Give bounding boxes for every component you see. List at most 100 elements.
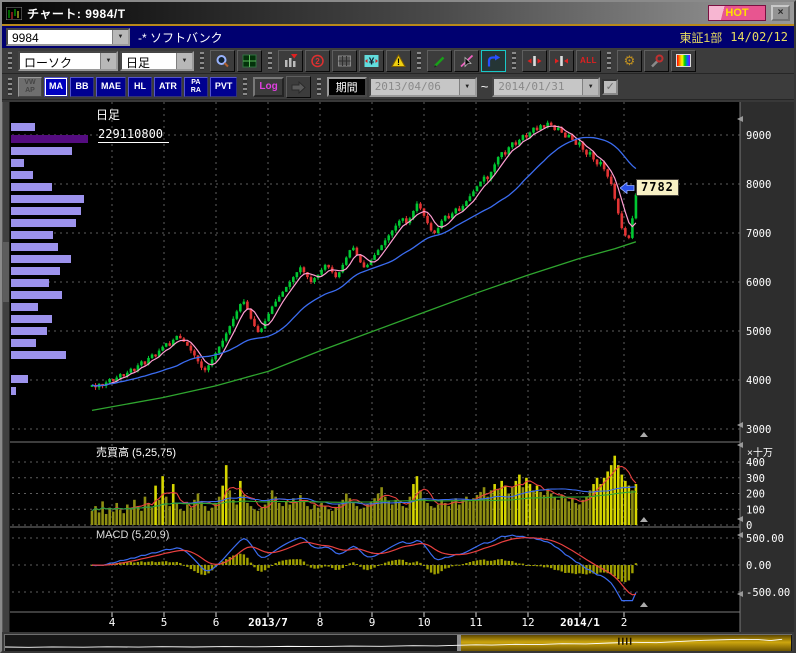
- app-icon: [6, 6, 22, 20]
- svg-text:2013/7: 2013/7: [248, 616, 288, 629]
- toolbar-gripper[interactable]: [417, 51, 421, 70]
- chart-canvas[interactable]: 4 5 6 2013/7 8 9 10 11 12 2014/1 2 9000 8000 7000 6000…: [10, 102, 796, 632]
- yen-button[interactable]: ¥: [359, 49, 384, 72]
- svg-text:2: 2: [621, 616, 628, 629]
- svg-text:-500.00: -500.00: [746, 587, 790, 599]
- timeframe-combobox[interactable]: 日足: [120, 50, 194, 71]
- window-2-icon: 2: [311, 54, 324, 67]
- expand-bars-button[interactable]: [522, 49, 547, 72]
- date-from-value[interactable]: 2013/04/06: [370, 78, 459, 95]
- toolbar-gripper[interactable]: [243, 77, 248, 96]
- toolbar-gripper[interactable]: [200, 51, 204, 70]
- date-from-combobox[interactable]: 2013/04/06: [368, 76, 477, 97]
- indicator-mae-button[interactable]: MAE: [96, 76, 126, 97]
- zoom-button[interactable]: [210, 49, 235, 72]
- range-tilde: ~: [480, 79, 489, 94]
- svg-text:2: 2: [315, 57, 320, 66]
- grid-button[interactable]: [332, 49, 357, 72]
- svg-text:6000: 6000: [746, 277, 771, 289]
- toolbar-gripper[interactable]: [512, 51, 516, 70]
- gear-icon: ⚙: [623, 53, 636, 68]
- svg-text:6: 6: [213, 616, 220, 629]
- svg-text:300: 300: [746, 473, 765, 485]
- jump-arrow-icon: [291, 80, 306, 94]
- svg-text:0.00: 0.00: [746, 560, 771, 572]
- dropdown-arrow-icon[interactable]: [176, 52, 192, 69]
- toolbar-gripper[interactable]: [8, 77, 12, 96]
- svg-text:8: 8: [317, 616, 324, 629]
- svg-text:7000: 7000: [746, 228, 771, 240]
- para-line1: PA: [191, 79, 201, 86]
- crosshair-icon: [242, 54, 257, 67]
- svg-text:0: 0: [746, 520, 752, 532]
- scrollbar-thumb-edge[interactable]: [456, 635, 461, 651]
- dropdown-arrow-icon[interactable]: [582, 78, 599, 95]
- close-button[interactable]: ×: [771, 5, 790, 21]
- indicator-vwap-button[interactable]: VW AP: [18, 76, 42, 97]
- svg-text:500.00: 500.00: [746, 533, 784, 545]
- capture-button[interactable]: [278, 49, 303, 72]
- title-bar[interactable]: チャート: 9984/T HOT ×: [2, 2, 794, 24]
- show-all-button[interactable]: ALL: [576, 49, 601, 72]
- svg-text:200: 200: [746, 489, 765, 501]
- date-to-combobox[interactable]: 2014/01/31: [492, 76, 601, 97]
- yen-icon: ¥: [364, 54, 379, 67]
- window-2-button[interactable]: 2: [305, 49, 330, 72]
- settings-button[interactable]: ⚙: [617, 49, 642, 72]
- draw-button[interactable]: [427, 49, 452, 72]
- indicator-para-button[interactable]: PA RA: [183, 76, 208, 97]
- tools-button[interactable]: [644, 49, 669, 72]
- toolbar-gripper[interactable]: [316, 77, 321, 96]
- trendline-button[interactable]: [454, 49, 479, 72]
- alert-button[interactable]: !: [386, 49, 411, 72]
- period-button[interactable]: 期間: [326, 76, 367, 97]
- date-to-value[interactable]: 2014/01/31: [494, 78, 583, 95]
- range-checkbox[interactable]: [602, 78, 619, 95]
- svg-text:3000: 3000: [746, 424, 771, 436]
- log-scale-button[interactable]: Log: [253, 76, 284, 97]
- chart-type-combobox[interactable]: ローソク: [18, 50, 118, 71]
- timeframe-value[interactable]: 日足: [126, 55, 151, 70]
- dropdown-arrow-icon[interactable]: [100, 52, 116, 69]
- zoom-icon: [216, 54, 229, 67]
- history-scrollbar[interactable]: [4, 634, 792, 651]
- pencil-icon: [434, 56, 445, 67]
- chart-area: 4 5 6 2013/7 8 9 10 11 12 2014/1 2 9000 8000 7000 6000…: [2, 100, 794, 634]
- svg-text:4000: 4000: [746, 375, 771, 387]
- symbol-value[interactable]: 9984: [12, 31, 39, 45]
- quote-date: 14/02/12: [730, 30, 788, 44]
- macd-panel-label: MACD (5,20,9): [96, 529, 170, 541]
- dropdown-arrow-icon[interactable]: [112, 30, 128, 44]
- left-scrollbar-thumb[interactable]: [3, 242, 9, 302]
- svg-text:5000: 5000: [746, 326, 771, 338]
- crosshair-button[interactable]: [237, 49, 262, 72]
- indicator-toolbar: VW AP MA BB MAE HL ATR PA RA PVT Log 期間 …: [2, 74, 794, 100]
- undo-button[interactable]: [481, 49, 506, 72]
- toolbar-gripper[interactable]: [607, 51, 611, 70]
- stock-name: -* ソフトバンク: [138, 30, 223, 45]
- chart-type-value[interactable]: ローソク: [24, 55, 73, 70]
- indicator-atr-button[interactable]: ATR: [154, 76, 182, 97]
- all-label: ALL: [579, 56, 598, 65]
- indicator-pvt-button[interactable]: PVT: [209, 76, 238, 97]
- compress-bars-button[interactable]: [549, 49, 574, 72]
- indicator-ma-button[interactable]: MA: [44, 76, 68, 97]
- svg-text:8000: 8000: [746, 179, 771, 191]
- toolbar-gripper[interactable]: [268, 51, 272, 70]
- svg-text:12: 12: [521, 616, 534, 629]
- left-scrollbar[interactable]: [2, 102, 10, 632]
- dropdown-arrow-icon[interactable]: [458, 78, 475, 95]
- capture-icon: [285, 53, 298, 67]
- svg-text:9000: 9000: [746, 130, 771, 142]
- color-settings-button[interactable]: [671, 49, 696, 72]
- svg-text:400: 400: [746, 457, 765, 469]
- toolbar-gripper[interactable]: [8, 51, 12, 70]
- jump-button[interactable]: [285, 75, 311, 98]
- series-label: 日足: [96, 108, 121, 122]
- indicator-hl-button[interactable]: HL: [128, 76, 152, 97]
- symbol-combobox[interactable]: 9984: [6, 28, 130, 46]
- hot-button[interactable]: HOT: [708, 5, 766, 21]
- indicator-bb-button[interactable]: BB: [70, 76, 94, 97]
- grid-icon: [338, 55, 351, 66]
